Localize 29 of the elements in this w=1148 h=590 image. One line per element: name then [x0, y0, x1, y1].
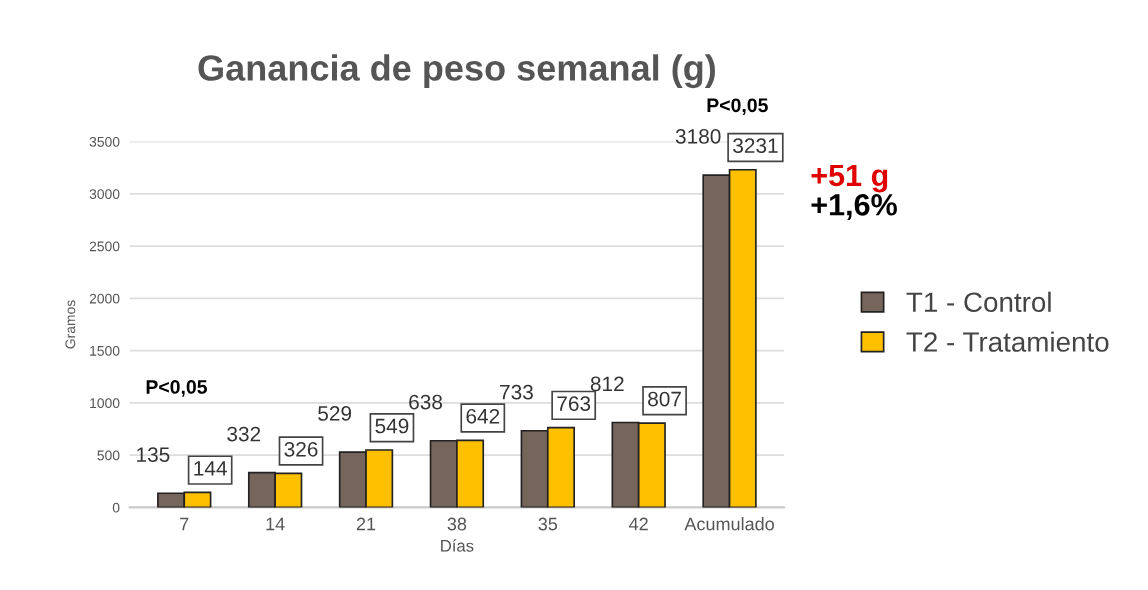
data-label: 3180	[675, 129, 721, 144]
x-tick-label: Acumulado	[684, 517, 774, 531]
x-tick-label: 21	[356, 517, 376, 531]
data-label: 638	[409, 394, 443, 410]
x-tick-label: 7	[180, 517, 189, 531]
annotation: P<0,05	[146, 380, 208, 397]
text: +51 g	[811, 164, 888, 193]
data-label: 529	[318, 406, 352, 421]
chart-title: Ganancia de peso semanal (g)	[198, 54, 716, 89]
data-label: 733	[500, 384, 533, 400]
data-label: 326	[284, 441, 318, 457]
data-label: 812	[590, 376, 624, 392]
x-tick-label: 42	[629, 517, 648, 531]
text: P<0,05	[707, 98, 768, 115]
legend-label: T2 - Tratamiento	[906, 331, 1109, 352]
x-tick-label: 35	[538, 517, 558, 531]
x-tick-label: 38	[447, 517, 467, 531]
x-tick-label: 14	[266, 517, 285, 531]
data-label: 642	[466, 408, 500, 424]
data-label: 763	[557, 396, 591, 411]
x-axis-title: Días	[441, 539, 474, 552]
data-label: 135	[137, 447, 170, 462]
legend-label: T1 - Control	[906, 291, 1051, 313]
data-label: 332	[227, 426, 261, 442]
data-label: 3231	[733, 138, 778, 154]
text: +1,6%	[811, 194, 897, 221]
data-label: 807	[648, 391, 681, 407]
data-label: 144	[194, 461, 227, 476]
data-label: 549	[375, 418, 409, 434]
